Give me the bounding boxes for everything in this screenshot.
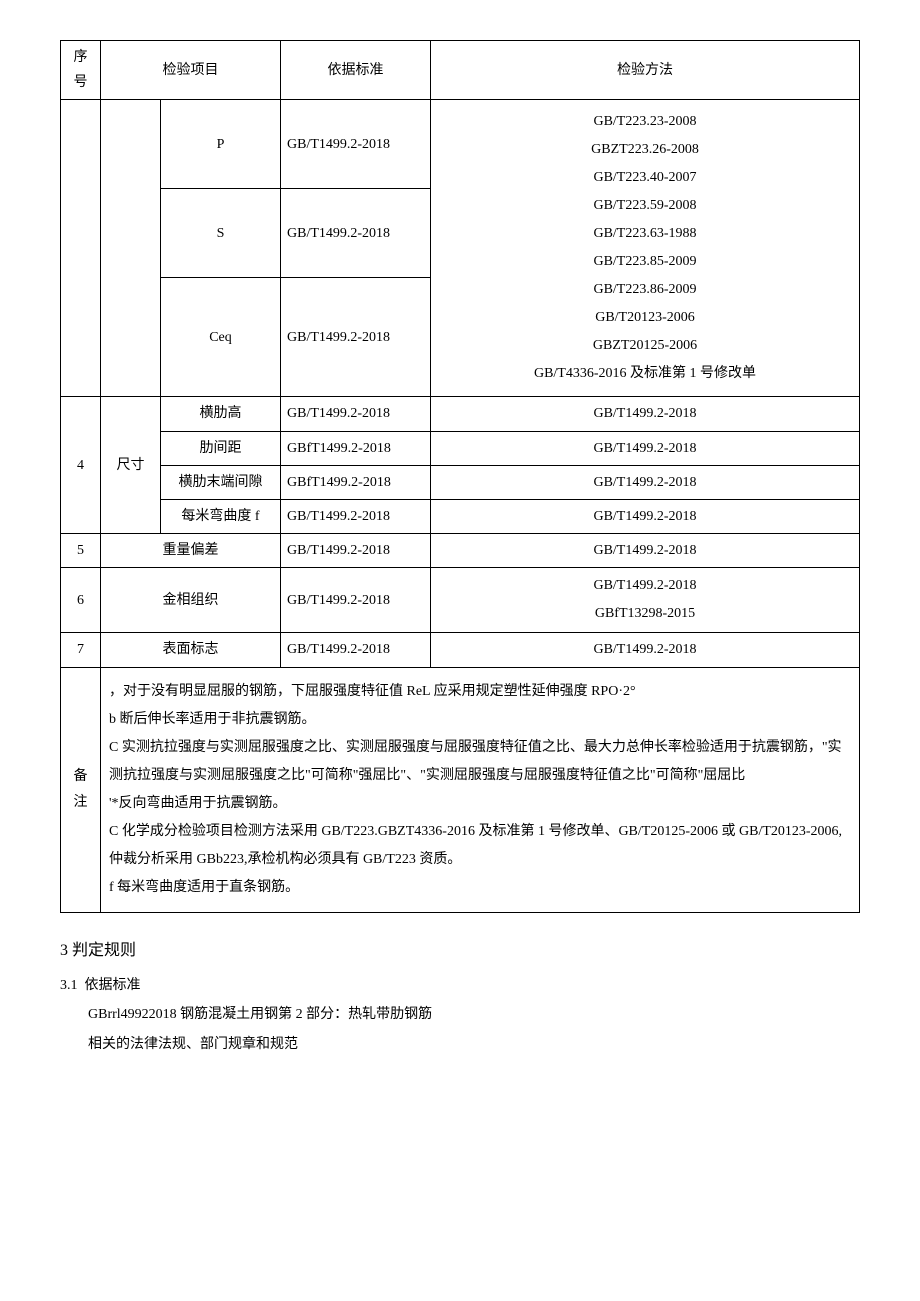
r7-std: GB/T1499.2-2018 [281, 633, 431, 667]
r7-method: GB/T1499.2-2018 [431, 633, 860, 667]
r6-seq: 6 [61, 568, 101, 633]
dim-std-0: GB/T1499.2-2018 [281, 397, 431, 431]
row-6: 6 金相组织 GB/T1499.2-2018 GB/T1499.2-2018 G… [61, 568, 860, 633]
chem-method-line: GB/T223.63-1988 [437, 220, 853, 248]
sec3-1-label: 3.1 [60, 978, 78, 993]
row-7: 7 表面标志 GB/T1499.2-2018 GB/T1499.2-2018 [61, 633, 860, 667]
note-line: C 化学成分检验项目检测方法采用 GB/T223.GBZT4336-2016 及… [109, 818, 851, 874]
sec3-1-title: 依据标准 [85, 978, 141, 993]
r7-seq: 7 [61, 633, 101, 667]
chem-p-std: GB/T1499.2-2018 [281, 100, 431, 189]
chem-ceq-std: GB/T1499.2-2018 [281, 278, 431, 397]
chem-group-blank [101, 100, 161, 397]
dim-seq: 4 [61, 397, 101, 534]
note-line: '*反向弯曲适用于抗震钢筋。 [109, 790, 851, 818]
dim-method-1: GB/T1499.2-2018 [431, 431, 860, 465]
header-method: 检验方法 [431, 41, 860, 100]
dim-group: 尺寸 [101, 397, 161, 534]
dim-method-3: GB/T1499.2-2018 [431, 499, 860, 533]
r6-method-b: GBfT13298-2015 [437, 600, 853, 628]
section-3-1: 3.1 依据标准 [60, 973, 860, 998]
header-std: 依据标准 [281, 41, 431, 100]
r5-std: GB/T1499.2-2018 [281, 534, 431, 568]
table-header-row: 序号 检验项目 依据标准 检验方法 [61, 41, 860, 100]
dim-std-3: GB/T1499.2-2018 [281, 499, 431, 533]
r6-method-a: GB/T1499.2-2018 [437, 572, 853, 600]
dim-row-1: 肋间距 GBfT1499.2-2018 GB/T1499.2-2018 [61, 431, 860, 465]
dim-name-0: 横肋高 [161, 397, 281, 431]
note-line: b 断后伸长率适用于非抗震钢筋。 [109, 706, 851, 734]
chem-seq-blank [61, 100, 101, 397]
chem-method-line: GBZT223.26-2008 [437, 136, 853, 164]
r6-std: GB/T1499.2-2018 [281, 568, 431, 633]
dim-std-2: GBfT1499.2-2018 [281, 465, 431, 499]
sec3-1-line: GBrrl49922018 钢筋混凝土用钢第 2 部分：热轧带肋钢筋 [60, 1002, 860, 1027]
chem-ceq-name: Ceq [161, 278, 281, 397]
sec3-1-line2: 相关的法律法规、部门规章和规范 [60, 1032, 860, 1057]
chem-s-std: GB/T1499.2-2018 [281, 189, 431, 278]
dim-row-3: 每米弯曲度 f GB/T1499.2-2018 GB/T1499.2-2018 [61, 499, 860, 533]
chem-method-line: GB/T223.86-2009 [437, 276, 853, 304]
r5-item: 重量偏差 [101, 534, 281, 568]
r6-method: GB/T1499.2-2018 GBfT13298-2015 [431, 568, 860, 633]
chem-row-p: P GB/T1499.2-2018 GB/T223.23-2008 GBZT22… [61, 100, 860, 189]
chem-method-line: GB/T223.59-2008 [437, 192, 853, 220]
section-3-title: 3 判定规则 [60, 937, 860, 966]
dim-method-0: GB/T1499.2-2018 [431, 397, 860, 431]
chem-method-line: GB/T223.85-2009 [437, 248, 853, 276]
r6-item: 金相组织 [101, 568, 281, 633]
note-line: C 实测抗拉强度与实测屈服强度之比、实测屈服强度与屈服强度特征值之比、最大力总伸… [109, 734, 851, 790]
chem-method-line: GB/T20123-2006 [437, 304, 853, 332]
note-line: f 每米弯曲度适用于直条钢筋。 [109, 874, 851, 902]
notes-row: 备注 ，对于没有明显屈服的钢筋，下屈服强度特征值 ReL 应采用规定塑性延伸强度… [61, 667, 860, 912]
header-seq: 序号 [61, 41, 101, 100]
chem-method-line: GB/T4336-2016 及标准第 1 号修改单 [437, 360, 853, 388]
header-item: 检验项目 [101, 41, 281, 100]
notes-label: 备注 [61, 667, 101, 912]
chem-method-line: GB/T223.23-2008 [437, 108, 853, 136]
chem-s-name: S [161, 189, 281, 278]
dim-name-3: 每米弯曲度 f [161, 499, 281, 533]
chem-p-name: P [161, 100, 281, 189]
inspection-table: 序号 检验项目 依据标准 检验方法 P GB/T1499.2-2018 GB/T… [60, 40, 860, 913]
r5-seq: 5 [61, 534, 101, 568]
r7-item: 表面标志 [101, 633, 281, 667]
dim-method-2: GB/T1499.2-2018 [431, 465, 860, 499]
chem-method-line: GB/T223.40-2007 [437, 164, 853, 192]
chem-methods-cell: GB/T223.23-2008 GBZT223.26-2008 GB/T223.… [431, 100, 860, 397]
dim-row-0: 4 尺寸 横肋高 GB/T1499.2-2018 GB/T1499.2-2018 [61, 397, 860, 431]
dim-row-2: 横肋末端间隙 GBfT1499.2-2018 GB/T1499.2-2018 [61, 465, 860, 499]
notes-cell: ，对于没有明显屈服的钢筋，下屈服强度特征值 ReL 应采用规定塑性延伸强度 RP… [101, 667, 860, 912]
dim-name-2: 横肋末端间隙 [161, 465, 281, 499]
chem-method-line: GBZT20125-2006 [437, 332, 853, 360]
note-line: ，对于没有明显屈服的钢筋，下屈服强度特征值 ReL 应采用规定塑性延伸强度 RP… [109, 678, 851, 706]
row-5: 5 重量偏差 GB/T1499.2-2018 GB/T1499.2-2018 [61, 534, 860, 568]
r5-method: GB/T1499.2-2018 [431, 534, 860, 568]
dim-name-1: 肋间距 [161, 431, 281, 465]
dim-std-1: GBfT1499.2-2018 [281, 431, 431, 465]
